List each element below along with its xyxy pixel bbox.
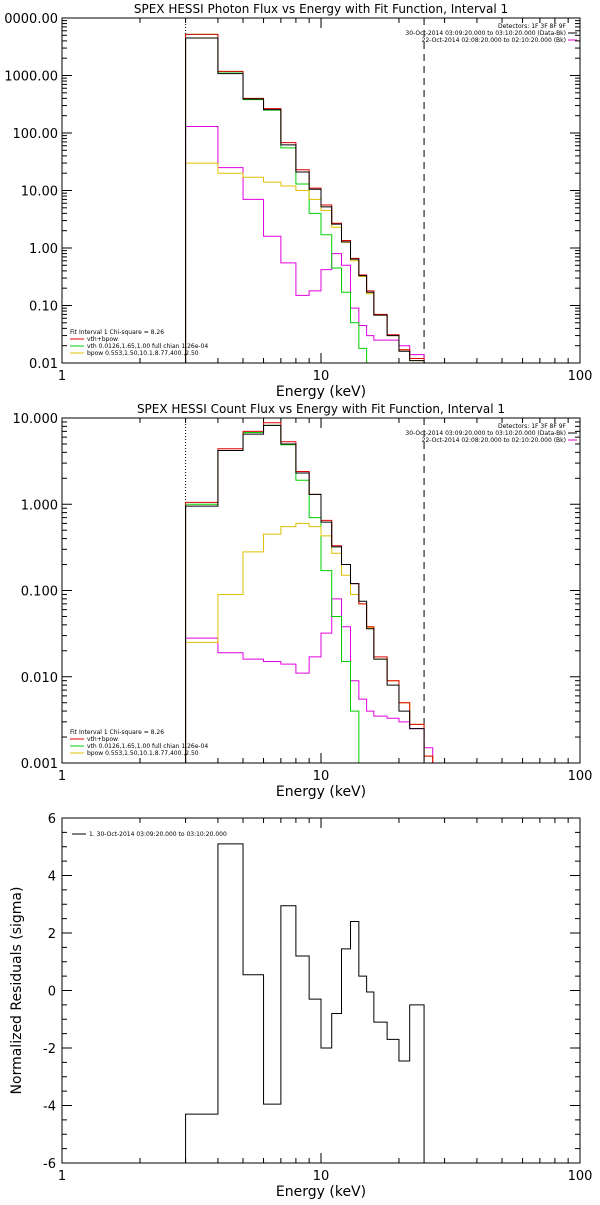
legend-entry: vth 0.0126,1.65,1.00 full chian 1.26e-04	[87, 743, 208, 750]
legend-header: Fit Interval 1 Chi-square = 8.26	[70, 729, 164, 736]
x-tick-label: 1	[58, 1169, 66, 1184]
panel-1: SPEX HESSI Photon Flux vs Energy with Fi…	[4, 2, 593, 400]
legend-header: Detectors: 1F 3F 8F 9F	[498, 423, 567, 430]
y-tick-label: 100.00	[13, 127, 59, 142]
y-tick-label: -6	[43, 1157, 56, 1172]
legend-entry: 22-Oct-2014 02:08:20.000 to 02:10:20.000…	[422, 37, 566, 44]
tick-marks-3	[61, 817, 580, 1164]
series-line-data-bk	[185, 424, 434, 763]
y-tick-label: 10.000	[13, 412, 59, 427]
legend-left-2: Fit Interval 1 Chi-square = 8.26vth+bpow…	[70, 729, 208, 757]
y-tick-label: 0.01	[29, 357, 58, 372]
x-tick-label: 100	[568, 369, 593, 384]
legend-3: 1. 30-Oct-2014 03:09:20.000 to 03:10:20.…	[72, 831, 227, 838]
legend-header: Fit Interval 1 Chi-square = 8.26	[70, 329, 164, 336]
panel-2: SPEX HESSI Count Flux vs Energy with Fit…	[13, 402, 593, 800]
series-line-1-30-oct-2014-03-09-20-000-to-03-10-20-000	[185, 843, 425, 1163]
x-axis-label: Energy (keV)	[276, 784, 366, 800]
series-group-2	[185, 422, 434, 763]
x-tick-label: 1	[58, 769, 66, 784]
series-line-data-bk	[185, 37, 425, 363]
x-axis-label: Energy (keV)	[276, 1184, 366, 1200]
series-line-vth	[185, 424, 360, 763]
legend-entry: bpow 0.553,1.50,10.1,8.77,400.,2.50	[87, 350, 199, 357]
legend-header: Detectors: 1F 3F 8F 9F	[498, 23, 567, 30]
y-tick-label: 0.001	[21, 757, 58, 772]
x-tick-label: 10	[313, 1169, 330, 1184]
plot-frame-1	[61, 17, 581, 364]
series-line-vth-bpow	[185, 33, 425, 363]
y-tick-label: 0000.00	[4, 12, 58, 27]
x-tick-label: 10	[313, 769, 330, 784]
y-tick-label: 0.10	[29, 300, 58, 315]
legend-entry: vth 0.0126,1.65,1.00 full chian 1.26e-04	[87, 343, 208, 350]
plot-frame-2	[61, 417, 581, 764]
y-tick-label: 0.010	[21, 671, 58, 686]
series-line-bpow	[185, 522, 434, 763]
tick-marks-2	[61, 417, 580, 764]
y-tick-label: 0	[48, 985, 56, 1000]
y-tick-label: 10.00	[21, 185, 58, 200]
x-tick-label: 10	[313, 369, 330, 384]
y-tick-label: 1.00	[29, 242, 58, 257]
legend-entry: 1. 30-Oct-2014 03:09:20.000 to 03:10:20.…	[89, 831, 227, 838]
x-tick-label: 100	[568, 1169, 593, 1184]
chart-title-2: SPEX HESSI Count Flux vs Energy with Fit…	[137, 402, 505, 416]
chart-title-1: SPEX HESSI Photon Flux vs Energy with Fi…	[134, 2, 508, 16]
series-group-3	[185, 843, 425, 1163]
panel-3: 1 10 100 -6 -4 -2 0 2 4 6 Energy (keV) Normalized R…	[9, 812, 592, 1200]
legend-entry: vth+bpow	[87, 336, 118, 343]
x-tick-label: 1	[58, 369, 66, 384]
series-line-vth	[185, 33, 368, 363]
y-tick-label: 2	[48, 927, 56, 942]
legend-entry: bpow 0.553,1.50,10.1,8.77,400.,2.50	[87, 750, 199, 757]
legend-entry: 30-Oct-2014 03:09:20.000 to 03:10:20.000…	[405, 430, 566, 437]
x-tick-label: 100	[568, 769, 593, 784]
y-tick-label: -4	[43, 1100, 56, 1115]
series-line-bk	[185, 598, 434, 763]
series-line-bk	[185, 125, 425, 363]
y-axis-label: Normalized Residuals (sigma)	[9, 887, 25, 1095]
legend-entry: vth+bpow	[87, 736, 118, 743]
series-group-1	[185, 33, 425, 363]
x-axis-label: Energy (keV)	[276, 384, 366, 400]
plot-frame-3	[61, 817, 581, 1164]
y-tick-label: 1.000	[21, 498, 58, 513]
legend-entry: 30-Oct-2014 03:09:20.000 to 03:10:20.000…	[405, 30, 566, 37]
legend-entry: 22-Oct-2014 02:08:20.000 to 02:10:20.000…	[422, 437, 566, 444]
series-line-bpow	[185, 162, 425, 363]
y-tick-label: 4	[48, 870, 56, 885]
legend-left-1: Fit Interval 1 Chi-square = 8.26vth+bpow…	[70, 329, 208, 357]
y-tick-label: -2	[43, 1042, 56, 1057]
y-tick-label: 6	[48, 812, 56, 827]
y-tick-label: 0.100	[21, 585, 58, 600]
y-tick-label: 1000.00	[4, 70, 58, 85]
